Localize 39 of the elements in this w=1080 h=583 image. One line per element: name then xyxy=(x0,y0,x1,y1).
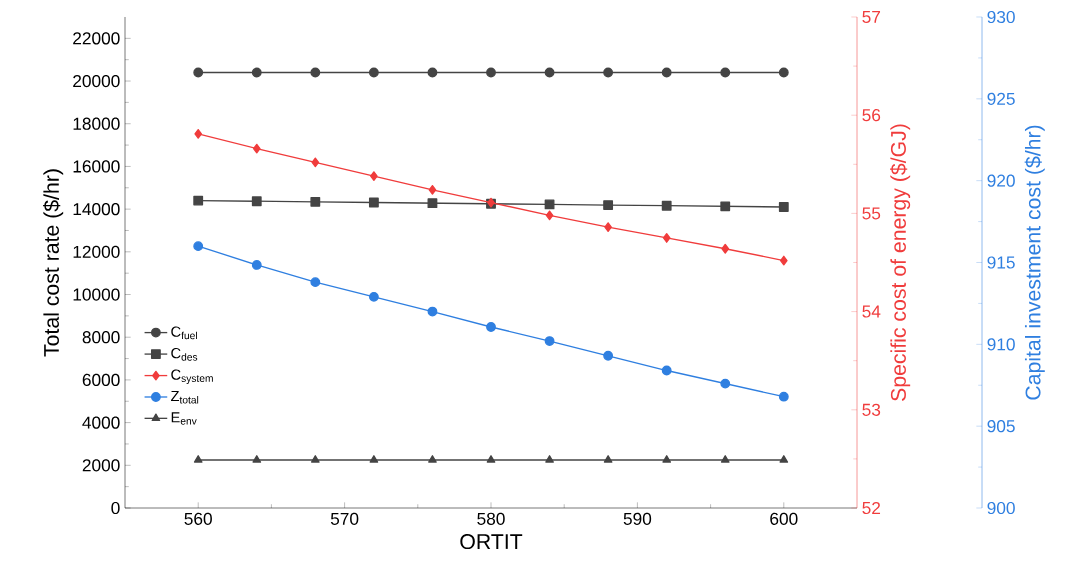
y2-tick-label: 57 xyxy=(862,10,881,24)
legend-label: E$_{env}$ xyxy=(171,412,197,425)
y2-tick-label: 52 xyxy=(862,501,881,515)
y2-tick-label: 55 xyxy=(862,207,881,220)
y-tick-label: 12000 xyxy=(73,245,120,258)
y-tick-label: 0 xyxy=(111,501,120,515)
y3-tick-label: 920 xyxy=(987,174,1015,187)
y-tick-label: 18000 xyxy=(73,117,120,130)
x-axis-title: ORTIT xyxy=(460,534,523,550)
x-tick-label: 590 xyxy=(623,512,652,525)
y-tick-label: 20000 xyxy=(73,74,120,88)
legend-label: C$_{system}$ xyxy=(171,369,213,384)
y3-tick-label: 915 xyxy=(987,256,1015,269)
x-tick-label: 560 xyxy=(184,512,212,525)
legend-label: C$_{des}$ xyxy=(171,348,198,361)
y2-tick-label: 54 xyxy=(862,305,881,318)
y-tick-label: 14000 xyxy=(73,203,120,216)
y3-tick-label: 930 xyxy=(987,10,1015,24)
y3-tick-label: 910 xyxy=(987,338,1015,351)
y2-tick-label: 53 xyxy=(862,403,881,416)
y-tick-label: 22000 xyxy=(73,32,120,45)
y-tick-label: 10000 xyxy=(73,288,120,301)
y3-tick-label: 900 xyxy=(987,501,1015,515)
y3-tick-label: 905 xyxy=(987,420,1015,433)
x-tick-label: 580 xyxy=(477,512,505,525)
y2-axis-title: Specific cost of energy ($/GJ) xyxy=(890,124,911,401)
x-tick-label: 570 xyxy=(330,512,359,525)
y3-axis-title: Capital investment cost ($/hr) xyxy=(1024,125,1045,400)
y3-tick-label: 925 xyxy=(987,92,1015,105)
y2-tick-label: 56 xyxy=(862,109,881,122)
y-tick-label: 8000 xyxy=(82,331,120,344)
y-tick-label: 4000 xyxy=(82,416,120,429)
y-tick-label: 6000 xyxy=(82,373,120,387)
legend-label: C$_{fuel}$ xyxy=(171,326,197,340)
x-tick-label: 600 xyxy=(770,512,798,525)
y-axis-title: Total cost rate ($/hr) xyxy=(43,169,64,357)
y-tick-label: 16000 xyxy=(73,160,120,173)
y-tick-label: 2000 xyxy=(82,459,120,472)
legend-label: Z$_{total}$ xyxy=(171,390,199,404)
